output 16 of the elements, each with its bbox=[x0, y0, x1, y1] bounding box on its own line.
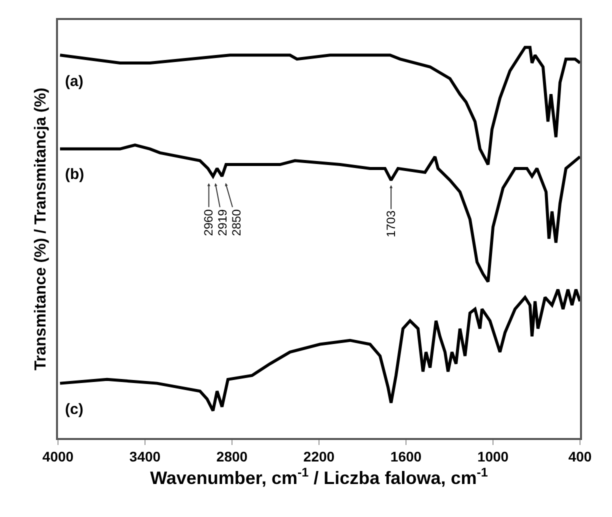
x-tick-label: 2800 bbox=[216, 448, 248, 465]
series-label: (a) bbox=[65, 73, 84, 90]
annotation: 2919 bbox=[216, 208, 230, 236]
annotation: 1703 bbox=[384, 210, 398, 238]
series-label: (c) bbox=[65, 401, 84, 418]
x-tick-label: 1600 bbox=[390, 448, 422, 465]
series-label: (b) bbox=[65, 166, 84, 183]
annotation: 2960 bbox=[202, 208, 216, 236]
annotation: 2850 bbox=[230, 208, 244, 236]
x-tick-label: 1000 bbox=[477, 448, 509, 465]
x-tick-label: 3400 bbox=[129, 448, 161, 465]
x-tick-label: 400 bbox=[568, 448, 592, 465]
x-tick-label: 4000 bbox=[42, 448, 74, 465]
x-axis-title: Wavenumber, cm$^{-1}$ / Liczba falowa, cm$^{-1}$ bbox=[150, 466, 488, 488]
y-axis-title: Transmitance (%) / Transmitancja (%) bbox=[32, 88, 50, 370]
x-tick-label: 2200 bbox=[303, 448, 335, 465]
